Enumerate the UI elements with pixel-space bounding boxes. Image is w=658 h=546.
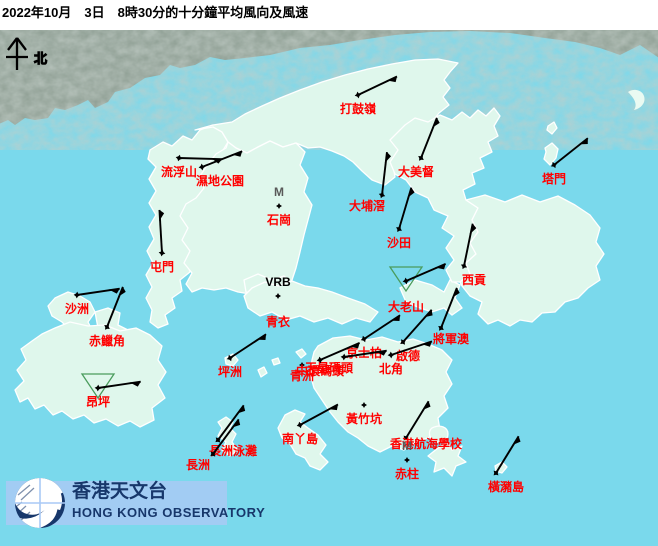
svg-text:西貢: 西貢	[462, 273, 486, 287]
svg-text:長洲: 長洲	[186, 457, 210, 472]
svg-text:將軍澳: 將軍澳	[433, 331, 470, 346]
svg-text:中環碼頭: 中環碼頭	[296, 363, 345, 378]
svg-text:北: 北	[34, 51, 47, 66]
svg-text:M: M	[274, 185, 284, 199]
svg-text:黃竹坑: 黃竹坑	[345, 411, 382, 426]
svg-text:沙田: 沙田	[387, 236, 411, 250]
svg-text:香港天文台: 香港天文台	[71, 479, 167, 502]
svg-text:赤柱: 赤柱	[395, 466, 419, 481]
svg-text:沙洲: 沙洲	[65, 302, 89, 316]
svg-text:VRB: VRB	[265, 275, 291, 289]
svg-text:HONG KONG OBSERVATORY: HONG KONG OBSERVATORY	[72, 505, 265, 520]
svg-text:塔門: 塔門	[542, 171, 566, 186]
svg-text:昂坪: 昂坪	[86, 395, 110, 409]
svg-text:大老山: 大老山	[388, 299, 424, 314]
svg-text:青衣: 青衣	[266, 314, 290, 329]
svg-text:M: M	[402, 439, 412, 453]
svg-text:大埔滘: 大埔滘	[349, 198, 385, 213]
svg-text:坪洲: 坪洲	[218, 365, 242, 379]
svg-text:大美督: 大美督	[398, 164, 434, 179]
svg-text:南丫島: 南丫島	[282, 431, 318, 446]
svg-text:石崗: 石崗	[266, 212, 291, 227]
svg-text:香港航海學校: 香港航海學校	[389, 436, 463, 451]
svg-text:屯門: 屯門	[150, 259, 174, 274]
svg-text:打鼓嶺: 打鼓嶺	[340, 101, 377, 116]
svg-text:橫瀦島: 橫瀦島	[488, 479, 524, 494]
svg-text:流浮山: 流浮山	[161, 164, 197, 179]
svg-text:濕地公園: 濕地公園	[196, 173, 244, 188]
svg-text:北角: 北角	[379, 361, 403, 376]
svg-text:赤鱲角: 赤鱲角	[89, 333, 125, 348]
